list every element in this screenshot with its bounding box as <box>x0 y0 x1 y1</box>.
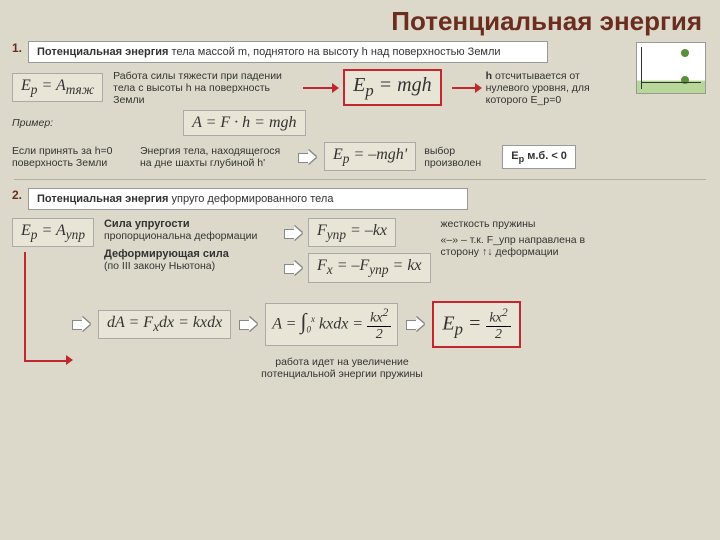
example-label: Пример: <box>12 117 53 129</box>
note-h: h отсчитывается от нулевого уровня, для … <box>486 70 596 106</box>
section2-num: 2. <box>12 188 22 202</box>
deforming-force-sub: (по III закону Ньютона) <box>104 260 274 272</box>
section1-heading-bold: Потенциальная энергия <box>37 46 168 58</box>
minus-note: «–» – т.к. F_упр направлена в сторону ↑↓… <box>441 234 591 258</box>
formula-result: Ep = kx22 <box>432 301 520 349</box>
section1-heading-rest: тела массой m, поднятого на высоту h над… <box>168 46 500 58</box>
ep-neg-box: Ep м.б. < 0 <box>502 145 576 169</box>
shaft-desc: Энергия тела, находящегося на дне шахты … <box>140 145 290 169</box>
arrow-icon <box>284 261 302 275</box>
red-arrowhead <box>66 355 73 365</box>
choice-note: выбор произволен <box>424 145 494 169</box>
section-divider <box>14 179 706 180</box>
spring-force-label: Сила упругости <box>104 218 190 230</box>
formula-main: Ep = mgh <box>343 69 442 106</box>
section1-heading: Потенциальная энергия тела массой m, под… <box>28 41 548 63</box>
red-connector-horz <box>24 360 68 362</box>
formula-ep-work: Ep = Aтяж <box>12 73 103 102</box>
formula-fx: Fx = –Fупр = kx <box>308 253 431 282</box>
spring-force-sub: пропорциональна деформации <box>104 230 274 242</box>
deforming-force-label: Деформирующая сила <box>104 248 229 260</box>
formula-example: A = F · h = mgh <box>183 110 305 136</box>
arrow-icon <box>284 226 302 240</box>
formula-integral: A = ∫0x kxdx = kx22 <box>265 303 398 347</box>
arrow-icon <box>298 150 316 164</box>
arrow-icon <box>72 317 90 331</box>
formula-neg: Ep = –mgh' <box>324 142 416 171</box>
work-desc: Работа силы тяжести при падении тела с в… <box>113 70 293 106</box>
stiffness-label: жесткость пружины <box>441 218 591 230</box>
gravity-diagram <box>636 42 706 94</box>
arrow-to-note <box>452 87 476 89</box>
section2-heading-rest: упруго деформированного тела <box>168 193 333 205</box>
arrow-icon <box>406 317 424 331</box>
section2-heading: Потенциальная энергия упруго деформирова… <box>28 188 468 210</box>
if-h0: Если принять за h=0 поверхность Земли <box>12 145 132 169</box>
section1-num: 1. <box>12 41 22 55</box>
formula-ep-spring-work: Ep = Aупр <box>12 218 94 247</box>
red-connector-vert <box>24 252 26 360</box>
section2-heading-bold: Потенциальная энергия <box>37 193 168 205</box>
work-spring-note: работа идет на увеличение потенциальной … <box>252 356 432 380</box>
formula-dA: dA = Fxdx = kxdx <box>98 310 231 339</box>
page-title: Потенциальная энергия <box>0 0 720 41</box>
arrow-icon <box>239 317 257 331</box>
formula-fspring: Fупр = –kx <box>308 218 396 247</box>
arrow-to-main <box>303 87 333 89</box>
